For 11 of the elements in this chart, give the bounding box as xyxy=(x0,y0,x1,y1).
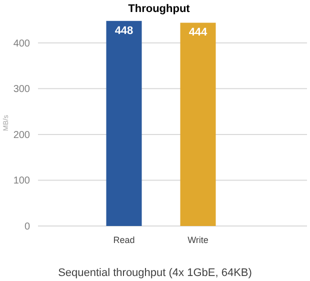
data-label: 444 xyxy=(188,26,208,39)
y-tick-label: 100 xyxy=(13,176,30,187)
y-tick-label: 300 xyxy=(13,84,30,96)
chart-title: Throughput xyxy=(128,3,190,15)
x-tick-label: Read xyxy=(113,235,135,245)
data-label: 448 xyxy=(114,24,134,37)
x-axis-title: Sequential throughput (4x 1GbE, 64KB) xyxy=(58,267,252,279)
y-tick-label: 400 xyxy=(13,38,30,50)
y-tick-label: 200 xyxy=(13,130,30,141)
y-tick-label: 0 xyxy=(24,222,30,232)
x-tick-label: Write xyxy=(188,235,208,245)
